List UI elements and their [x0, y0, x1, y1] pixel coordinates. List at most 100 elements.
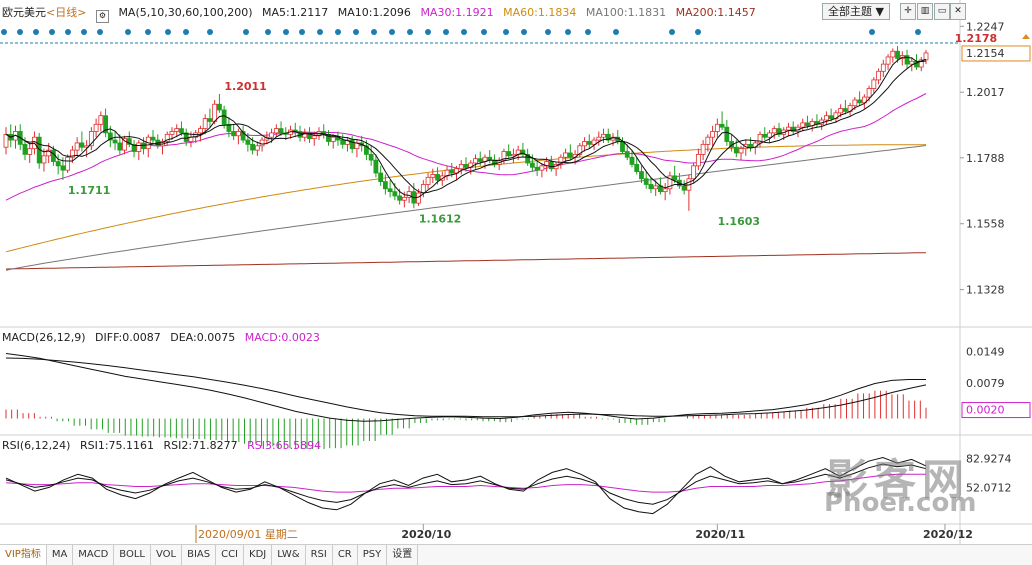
candle-down: [529, 162, 535, 168]
candle-up: [473, 158, 478, 164]
ma10-line: [5, 58, 927, 194]
ma100-value: MA100:1.1831: [585, 6, 667, 19]
macd-tick-label: 0.0149: [966, 346, 1005, 359]
tab-3[interactable]: BOLL: [114, 545, 151, 565]
restore-icon[interactable]: ▭: [934, 3, 950, 20]
tab-2[interactable]: MACD: [73, 545, 115, 565]
signal-dot: [869, 29, 875, 35]
candle-up: [871, 79, 877, 89]
candle-up: [74, 142, 80, 151]
candle-down: [857, 99, 863, 104]
candle-down: [250, 143, 255, 151]
candle-down: [397, 195, 403, 201]
indicator-gear-icon[interactable]: ⚙: [95, 10, 109, 23]
current-price-box: [961, 45, 1031, 62]
tab-9[interactable]: RSI: [306, 545, 333, 565]
ma5-line: [5, 56, 927, 199]
chart-background: [0, 0, 1032, 544]
signal-dot: [613, 29, 619, 35]
grid-lines: [960, 25, 964, 291]
candle-down: [586, 141, 592, 145]
candle-down: [639, 171, 644, 180]
macd-dea-line: [5, 357, 927, 418]
candle-up: [700, 143, 706, 155]
tab-5[interactable]: BIAS: [182, 545, 217, 565]
macd-value-box: [961, 402, 1031, 419]
price-tick-label: 1.2247: [966, 20, 1005, 33]
ma60-value: MA60:1.1834: [503, 6, 577, 19]
axis-labels: 1.2247 1.2017 1.1788 1.1558 1.1328 0.0149 0.00…: [195, 20, 1012, 543]
candle-down: [620, 141, 625, 152]
candle-up: [345, 139, 350, 145]
candle-down: [378, 172, 384, 183]
candle-up: [714, 123, 720, 132]
signal-dot: [265, 29, 271, 35]
candle-up: [458, 164, 464, 170]
signal-dot: [81, 29, 87, 35]
candle-down: [548, 161, 554, 170]
theme-dropdown[interactable]: 全部主题 ▼: [822, 3, 890, 20]
signal-dot: [585, 29, 591, 35]
candle-down: [748, 143, 753, 148]
rsi1-value: RSI1:75.1161: [79, 439, 155, 452]
tab-1[interactable]: MA: [47, 545, 74, 565]
tab-7[interactable]: KDJ: [244, 545, 273, 565]
candle-down: [681, 185, 687, 191]
candle-up: [169, 131, 175, 135]
candle-up: [705, 136, 711, 145]
ma200-line: [5, 252, 926, 270]
candle-down: [112, 139, 118, 144]
rsi3-line: [5, 473, 926, 493]
macd-diff: DIFF:0.0087: [95, 331, 161, 344]
period-selector[interactable]: <日线>: [46, 6, 87, 19]
candle-down: [643, 178, 649, 185]
chart-icon[interactable]: ▥: [917, 3, 933, 20]
close-icon[interactable]: ✕: [950, 3, 966, 20]
tab-4[interactable]: VOL: [151, 545, 183, 565]
candle-up: [563, 152, 568, 158]
candle-down: [103, 115, 108, 134]
symbol-name: 欧元美元: [2, 6, 46, 19]
rsi-panel[interactable]: [5, 456, 927, 515]
candle-up: [330, 136, 336, 142]
signal-dot: [425, 29, 431, 35]
candle-up: [212, 103, 218, 122]
candle-up: [88, 131, 94, 147]
candle-up: [838, 108, 844, 114]
candle-down: [349, 139, 355, 150]
signal-dot: [335, 29, 341, 35]
signal-dot: [65, 29, 71, 35]
candle-down: [131, 143, 137, 152]
candle-down: [624, 151, 630, 158]
tab-0[interactable]: VIP指标: [0, 545, 47, 565]
candle-up: [122, 138, 127, 151]
candle-up: [923, 52, 929, 61]
tab-10[interactable]: CR: [333, 545, 358, 565]
candle-up: [136, 142, 142, 152]
candle-up: [425, 176, 431, 185]
candle-up: [259, 139, 265, 147]
candle-up: [771, 128, 777, 134]
price-panel[interactable]: 1.2154 1.2011 1.1711 1.1612 1.1603 1.2178: [0, 29, 1031, 271]
ma10-value: MA10:1.2096: [337, 6, 411, 19]
tab-8[interactable]: LW&: [272, 545, 306, 565]
candle-up: [876, 70, 881, 81]
candle-down: [828, 115, 834, 119]
price-tick-label: 1.1558: [966, 218, 1005, 231]
signal-dot: [669, 29, 675, 35]
crosshair-icon[interactable]: ✛: [900, 3, 916, 20]
price-tick-label: 1.1328: [966, 284, 1005, 297]
tab-6[interactable]: CCI: [216, 545, 245, 565]
candle-down: [805, 122, 810, 127]
price-annotation: 1.1711: [68, 184, 110, 197]
kline-chart[interactable]: 1.2154 1.2011 1.1711 1.1612 1.1603 1.2178 1.2…: [0, 0, 1032, 544]
macd-value: MACD:0.0023: [244, 331, 320, 344]
tab-12[interactable]: 设置: [387, 545, 419, 565]
candle-up: [918, 59, 924, 68]
candle-down: [382, 181, 388, 190]
tab-11[interactable]: PSY: [358, 545, 388, 565]
macd-panel[interactable]: [5, 353, 1031, 450]
candle-down: [762, 133, 768, 138]
ma-label: MA(5,10,30,60,100,200): [118, 6, 253, 19]
signal-dot: [145, 29, 151, 35]
